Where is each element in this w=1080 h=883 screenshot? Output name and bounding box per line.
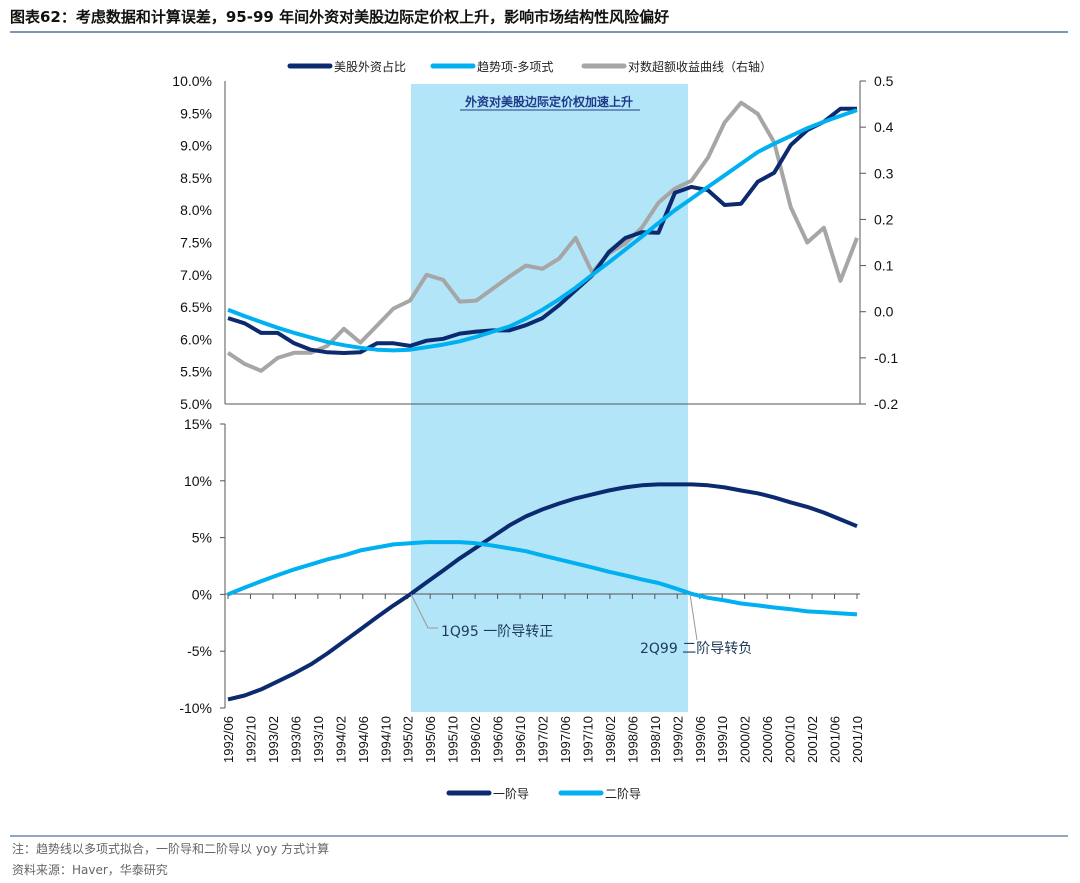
x-tick-label: 1997/10	[580, 716, 595, 763]
x-tick-label: 2001/10	[850, 716, 865, 763]
x-tick-label: 1993/06	[288, 716, 303, 763]
x-tick-label: 1994/06	[356, 716, 371, 763]
x-tick-label: 1996/06	[491, 716, 506, 763]
x-tick-label: 2000/06	[760, 716, 775, 763]
left-y-tick-label: 7.0%	[180, 267, 212, 283]
left-y-tick-label: 6.5%	[180, 299, 212, 315]
x-tick-label: 1995/02	[401, 716, 416, 763]
legend-foreign-share-label: 美股外资占比	[334, 59, 406, 74]
x-tick-label: 1996/02	[468, 716, 483, 763]
x-tick-label: 1997/06	[558, 716, 573, 763]
x-tick-label: 2000/10	[783, 716, 798, 763]
right-y-tick-label: 0.2	[874, 211, 894, 227]
x-tick-label: 1995/06	[423, 716, 438, 763]
bottom-y-tick-label: 15%	[184, 416, 212, 432]
x-tick-label: 1994/02	[333, 716, 348, 763]
bottom-y-tick-label: -10%	[179, 700, 212, 716]
shaded-period-label: 外资对美股边际定价权加速上升	[465, 94, 633, 109]
x-tick-label: 2001/06	[828, 716, 843, 763]
bottom-y-tick-label: 10%	[184, 473, 212, 489]
x-tick-label: 1992/10	[243, 716, 258, 763]
left-y-tick-label: 10.0%	[172, 73, 212, 89]
x-tick-label: 1999/06	[693, 716, 708, 763]
x-tick-label: 2001/02	[805, 716, 820, 763]
x-tick-label: 1998/02	[603, 716, 618, 763]
footer-divider	[10, 835, 1068, 837]
x-tick-label: 1993/02	[266, 716, 281, 763]
x-tick-label: 1993/10	[311, 716, 326, 763]
shaded-period	[411, 84, 688, 712]
x-tick-label: 1992/06	[221, 716, 236, 763]
right-y-tick-label: 0.5	[874, 73, 894, 89]
annotation-1q95: 1Q95 一阶导转正	[441, 624, 553, 640]
right-y-tick-label: 0.4	[874, 119, 894, 135]
right-y-tick-label: 0.3	[874, 165, 894, 181]
x-tick-label: 1998/06	[625, 716, 640, 763]
right-y-tick-label: 0.0	[874, 304, 894, 320]
source-note: 资料来源：Haver，华泰研究	[12, 863, 168, 877]
bottom-y-tick-label: 5%	[192, 530, 212, 546]
legend-first-derivative-label: 一阶导	[493, 787, 529, 801]
left-y-tick-label: 9.0%	[180, 138, 212, 154]
x-tick-label: 1999/02	[670, 716, 685, 763]
x-tick-label: 1997/02	[536, 716, 551, 763]
left-y-tick-label: 8.5%	[180, 170, 212, 186]
x-tick-label: 2000/02	[738, 716, 753, 763]
left-y-tick-label: 6.0%	[180, 331, 212, 347]
x-tick-label: 1996/10	[513, 716, 528, 763]
annotation-2q99: 2Q99 二阶导转负	[640, 641, 752, 657]
x-tick-label: 1994/10	[378, 716, 393, 763]
x-tick-label: 1998/10	[648, 716, 663, 763]
x-tick-label: 1995/10	[446, 716, 461, 763]
bottom-y-tick-label: 0%	[192, 586, 212, 602]
x-tick-label: 1999/10	[715, 716, 730, 763]
left-y-tick-label: 9.5%	[180, 105, 212, 121]
left-y-tick-label: 5.5%	[180, 364, 212, 380]
annotation-leader-2q99	[689, 593, 698, 641]
chart-canvas: 外资对美股边际定价权加速上升 5.0% 5.5% 6.0% 6.5% 7.0% 7.5% 8…	[172, 59, 898, 801]
left-y-tick-label: 8.0%	[180, 202, 212, 218]
legend-trend-label: 趋势项-多项式	[477, 60, 553, 74]
right-y-tick-label: -0.1	[874, 350, 898, 366]
right-y-tick-label: -0.2	[874, 396, 898, 412]
footnote: 注：趋势线以多项式拟合，一阶导和二阶导以 yoy 方式计算	[12, 842, 330, 856]
bottom-y-tick-label: -5%	[187, 643, 212, 659]
annotation-leader-1q95	[410, 593, 438, 629]
legend-excess-return-label: 对数超额收益曲线（右轴）	[628, 59, 772, 74]
right-y-tick-label: 0.1	[874, 258, 894, 274]
figure-title: 图表62：考虑数据和计算误差，95-99 年间外资对美股边际定价权上升，影响市场…	[10, 8, 670, 26]
title-divider	[10, 31, 1068, 33]
left-y-tick-label: 7.5%	[180, 235, 212, 251]
legend-second-derivative-label: 二阶导	[605, 787, 641, 801]
left-y-tick-label: 5.0%	[180, 396, 212, 412]
